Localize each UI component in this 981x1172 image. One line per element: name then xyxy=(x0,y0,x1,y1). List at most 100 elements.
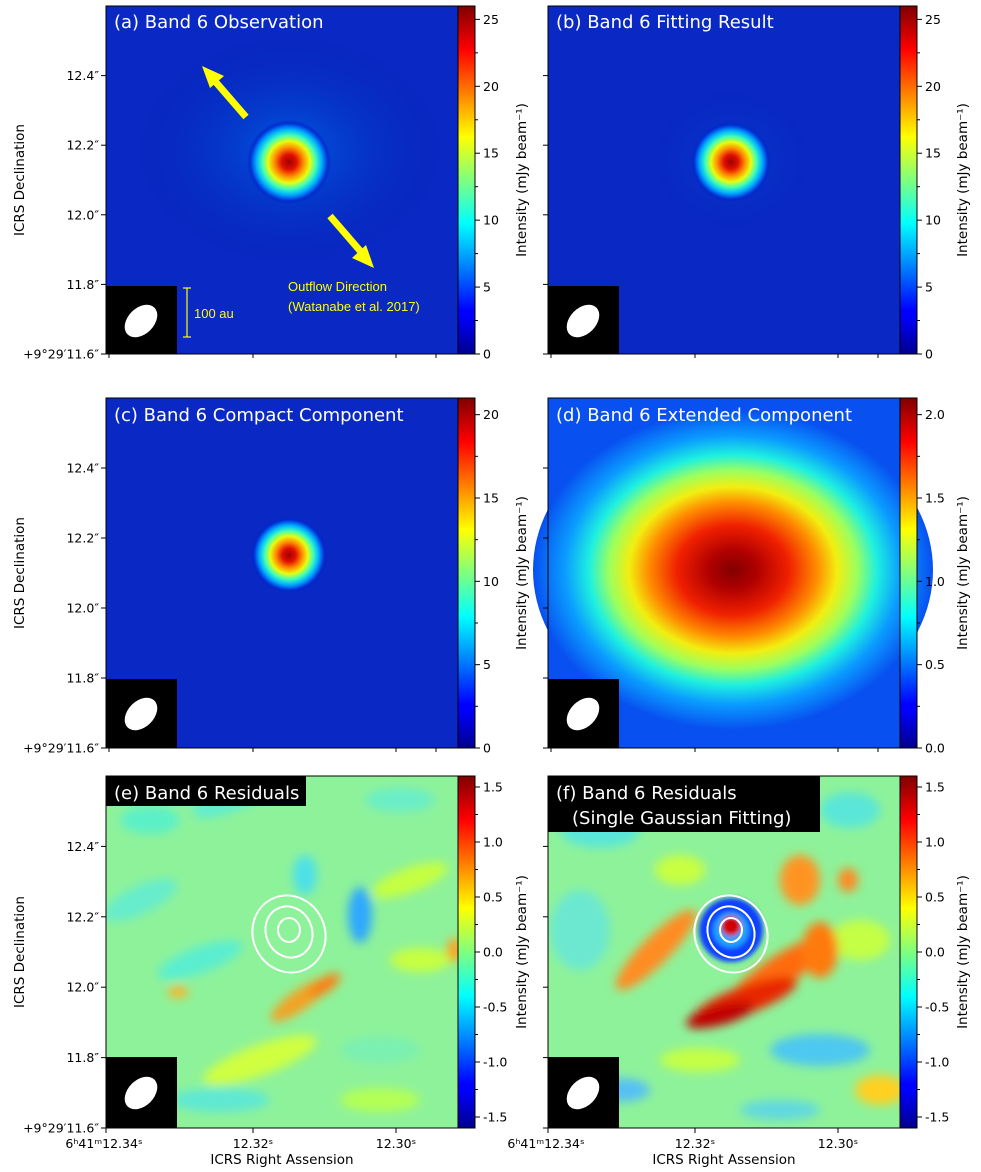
y-tick-label: 11.8″ xyxy=(66,671,99,686)
colorbar-tick-label: 0.0 xyxy=(483,945,503,960)
colorbar-tick-label: 20 xyxy=(483,79,499,94)
colorbar-tick-label: 5 xyxy=(925,280,933,295)
colorbar-tick-label: 1.0 xyxy=(483,835,503,850)
panel-b-title: (b) Band 6 Fitting Result xyxy=(556,12,774,33)
panel-a-title: (a) Band 6 Observation xyxy=(114,12,324,33)
colorbar-tick-label: 0.0 xyxy=(925,945,945,960)
colorbar-tick-label: 0.5 xyxy=(925,657,945,672)
x-tick-label: 6ʰ41ᵐ12.34ˢ xyxy=(65,1136,142,1151)
panel-c: (c) Band 6 Compact Component 0 5 10 15 20 In… xyxy=(12,397,530,756)
x-ticks-e: 6ʰ41ᵐ12.34ˢ 12.32ˢ 12.30ˢ xyxy=(65,1128,416,1151)
colorbar-tick-label: 0.0 xyxy=(925,741,945,756)
colorbar-b xyxy=(899,5,918,355)
x-tick-label: 12.30ˢ xyxy=(818,1136,858,1151)
colorbar-tick-label: -1.5 xyxy=(925,1110,949,1125)
panel-c-title: (c) Band 6 Compact Component xyxy=(114,405,404,426)
x-tick-label: 12.32ˢ xyxy=(675,1136,715,1151)
panel-a-source xyxy=(247,120,331,204)
panel-c-source xyxy=(251,517,327,593)
x-label-e: ICRS Right Assension xyxy=(210,1152,353,1168)
scale-bar xyxy=(183,287,191,338)
panel-d-title: (d) Band 6 Extended Component xyxy=(556,405,852,426)
x-label-f: ICRS Right Assension xyxy=(652,1152,795,1168)
colorbar-tick-label: 0 xyxy=(925,347,933,362)
panel-f-contours xyxy=(693,894,769,974)
y-ticks-b xyxy=(543,75,548,355)
y-tick-label: +9°29′11.6″ xyxy=(23,1121,99,1136)
colorbar-tick-label: 10 xyxy=(483,213,499,228)
beam-ellipse-e xyxy=(124,1076,158,1110)
colorbar-a-label: Intensity (mJy beam⁻¹) xyxy=(514,103,530,257)
colorbar-tick-label: 1.0 xyxy=(925,574,945,589)
colorbar-tick-label: 1.0 xyxy=(925,835,945,850)
beam-ellipse-c xyxy=(124,697,158,731)
x-tick-label: 12.32ˢ xyxy=(233,1136,273,1151)
colorbar-tick-label: 0 xyxy=(483,347,491,362)
colorbar-f-label: Intensity (mJy beam⁻¹) xyxy=(955,875,971,1029)
y-ticks-f xyxy=(543,845,548,1129)
panel-e-title-box xyxy=(106,776,306,806)
panel-f-title-box xyxy=(548,776,820,832)
y-ticks-c: +9°29′11.6″ 11.8″ 12.0″ 12.2″ 12.4″ xyxy=(23,461,106,756)
colorbar-tick-label: 1.5 xyxy=(483,780,503,795)
y-ticks-d xyxy=(543,467,548,749)
colorbar-tick-label: 10 xyxy=(483,574,499,589)
x-ticks-f: 6ʰ41ᵐ12.34ˢ 12.32ˢ 12.30ˢ xyxy=(507,1128,858,1151)
beam-ellipse-f xyxy=(566,1076,600,1110)
colorbar-tick-label: 0 xyxy=(483,741,491,756)
panel-b: (b) Band 6 Fitting Result 0 5 10 15 20 25 Int… xyxy=(543,5,971,362)
y-tick-label: 11.8″ xyxy=(66,1050,99,1065)
colorbar-tick-label: 0.5 xyxy=(925,890,945,905)
y-tick-label: 12.0″ xyxy=(66,207,99,222)
y-tick-label: 12.0″ xyxy=(66,980,99,995)
colorbar-c xyxy=(457,397,476,749)
colorbar-tick-label: -0.5 xyxy=(925,1000,949,1015)
y-label-c: ICRS Declination xyxy=(12,517,28,629)
x-tick-label: 12.30ˢ xyxy=(376,1136,416,1151)
colorbar-tick-label: -1.5 xyxy=(483,1110,507,1125)
outflow-arrow-up xyxy=(202,66,249,120)
panel-e: (e) Band 6 Residuals -1.5 -1.0 -0.5 0.0 0.5 1… xyxy=(12,775,530,1168)
panel-f-title: (f) Band 6 Residuals xyxy=(556,783,737,804)
panel-f: (f) Band 6 Residuals (Single Gaussian Fi… xyxy=(507,775,971,1168)
panel-f-subtitle: (Single Gaussian Fitting) xyxy=(572,808,791,829)
colorbar-tick-label: 20 xyxy=(925,79,941,94)
colorbar-tick-label: 25 xyxy=(925,12,941,27)
y-ticks-a: +9°29′11.6″ 11.8″ 12.0″ 12.2″ 12.4″ xyxy=(23,68,106,362)
colorbar-f-ticks: -1.5 -1.0 -0.5 0.0 0.5 1.0 1.5 xyxy=(917,780,949,1125)
colorbar-tick-label: -1.0 xyxy=(925,1055,949,1070)
y-tick-label: 12.4″ xyxy=(66,839,99,854)
colorbar-b-label: Intensity (mJy beam⁻¹) xyxy=(955,103,971,257)
y-tick-label: +9°29′11.6″ xyxy=(23,347,99,362)
y-label-e: ICRS Declination xyxy=(12,896,28,1008)
outflow-label-1: Outflow Direction xyxy=(288,279,387,294)
y-tick-label: 12.2″ xyxy=(66,909,99,924)
colorbar-tick-label: 10 xyxy=(925,213,941,228)
colorbar-tick-label: 5 xyxy=(483,280,491,295)
x-tick-label: 6ʰ41ᵐ12.34ˢ xyxy=(507,1136,584,1151)
colorbar-d-label: Intensity (mJy beam⁻¹) xyxy=(955,496,971,650)
colorbar-b-ticks: 0 5 10 15 20 25 xyxy=(917,12,941,362)
panel-e-title: (e) Band 6 Residuals xyxy=(114,783,299,804)
colorbar-e-ticks: -1.5 -1.0 -0.5 0.0 0.5 1.0 1.5 xyxy=(475,780,507,1125)
colorbar-tick-label: 1.5 xyxy=(925,491,945,506)
colorbar-tick-label: 1.5 xyxy=(925,780,945,795)
colorbar-d xyxy=(899,397,918,749)
beam-ellipse-d xyxy=(566,697,600,731)
y-tick-label: 12.0″ xyxy=(66,601,99,616)
colorbar-c-ticks: 0 5 10 15 20 xyxy=(475,407,499,756)
colorbar-e-label: Intensity (mJy beam⁻¹) xyxy=(514,875,530,1029)
y-tick-label: 12.4″ xyxy=(66,68,99,83)
y-tick-label: 11.8″ xyxy=(66,277,99,292)
scale-bar-label: 100 au xyxy=(194,306,234,321)
colorbar-tick-label: -0.5 xyxy=(483,1000,507,1015)
beam-ellipse-b xyxy=(566,304,600,338)
panel-e-contours xyxy=(251,894,327,974)
beam-ellipse-a xyxy=(124,304,158,338)
colorbar-tick-label: 15 xyxy=(925,146,941,161)
colorbar-a xyxy=(457,5,476,355)
y-ticks-e: +9°29′11.6″ 11.8″ 12.0″ 12.2″ 12.4″ xyxy=(23,839,106,1136)
y-tick-label: 12.4″ xyxy=(66,461,99,476)
outflow-label-2: (Watanabe et al. 2017) xyxy=(288,299,420,314)
colorbar-a-ticks: 0 5 10 15 20 25 xyxy=(475,12,499,362)
